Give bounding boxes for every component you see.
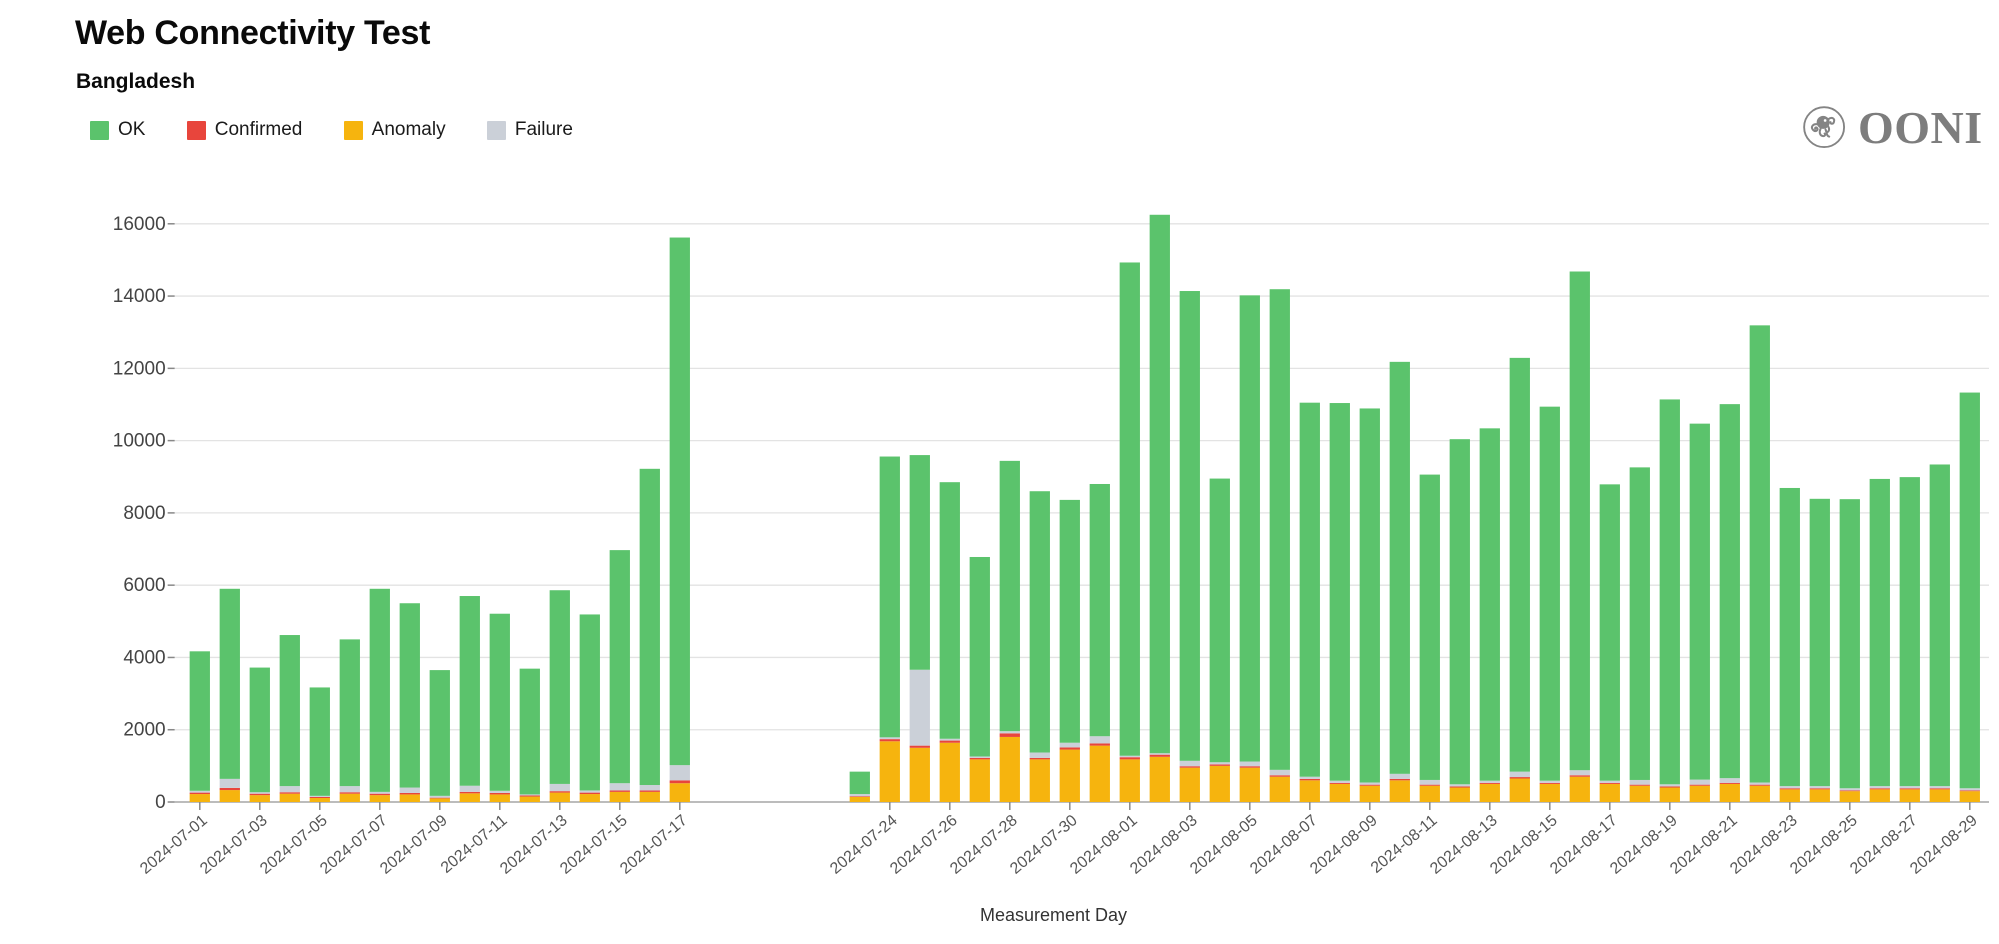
svg-text:8000: 8000: [123, 503, 165, 524]
svg-text:16000: 16000: [113, 214, 166, 235]
svg-text:4000: 4000: [123, 647, 165, 668]
svg-text:2000: 2000: [123, 720, 165, 741]
svg-text:14000: 14000: [113, 286, 166, 307]
svg-text:10000: 10000: [113, 431, 166, 452]
svg-text:12000: 12000: [113, 358, 166, 379]
svg-text:6000: 6000: [123, 575, 165, 596]
svg-text:0: 0: [155, 792, 166, 813]
